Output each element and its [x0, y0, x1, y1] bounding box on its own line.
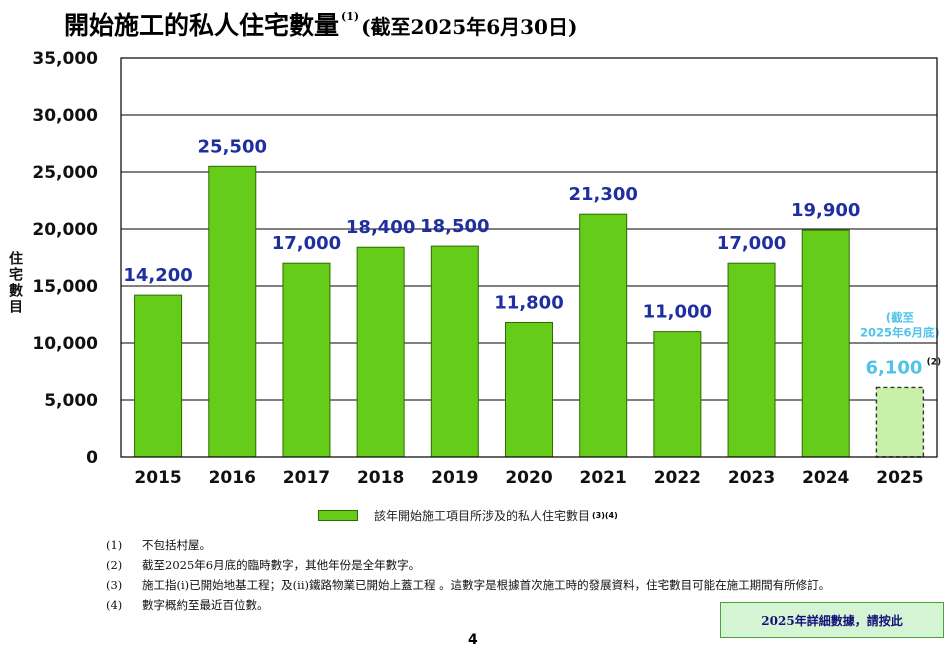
y-axis-label: 住宅數目 [9, 251, 23, 316]
footnote-text: 數字概約至最近百位數。 [142, 598, 269, 612]
x-tick-label: 2017 [283, 468, 330, 488]
x-tick-label: 2016 [209, 468, 256, 488]
bar [579, 213, 628, 458]
value-label: 11,000 [643, 302, 712, 323]
bar [134, 294, 183, 458]
y-tick-label: 20,000 [32, 220, 98, 240]
footnote: (4) 數字概約至最近百位數。 [106, 595, 830, 615]
value-label: 18,400 [346, 217, 415, 238]
bar-chart: 0 5,000 10,000 15,000 20,000 25,000 30,000 35,0… [9, 49, 941, 488]
y-tick-label: 25,000 [32, 163, 98, 183]
x-tick-label: 2015 [134, 468, 181, 488]
footnote-number: (1) [106, 538, 123, 552]
bar [653, 331, 702, 458]
bars [134, 165, 925, 458]
y-tick-label: 0 [86, 448, 98, 468]
y-axis-label-char: 住 [9, 251, 23, 268]
provisional-note: 2025年6月底) [860, 325, 940, 339]
provisional-note: (截至 [886, 310, 915, 324]
legend-label: 該年開始施工項目所涉及的私人住宅數目 [374, 508, 591, 523]
bar [356, 246, 405, 458]
detailed-data-link-label: 2025年詳細數據，請按此 [761, 613, 903, 628]
y-axis-label-char: 數 [9, 283, 23, 300]
bar [282, 262, 331, 458]
footnotes: (1) 不包括村屋。 (2) 截至2025年6月底的臨時數字，其他年份是全年數字。 … [106, 535, 830, 615]
y-tick-label: 15,000 [32, 277, 98, 297]
chart-title: 開始施工的私人住宅數量 (1) (截至2025年6月30日) [64, 6, 578, 40]
x-tick-label: 2019 [431, 468, 478, 488]
bar [801, 229, 850, 458]
detailed-data-link-button[interactable]: 2025年詳細數據，請按此 [720, 602, 944, 638]
value-label: 19,900 [791, 200, 860, 221]
x-tick-label: 2024 [802, 468, 849, 488]
footnote-text: 施工指(i)已開始地基工程；及(ii)鐵路物業已開始上蓋工程 。這數字是根據首次… [142, 578, 831, 592]
footnote: (1) 不包括村屋。 [106, 535, 830, 555]
footnote: (2) 截至2025年6月底的臨時數字，其他年份是全年數字。 [106, 555, 830, 575]
x-tick-label: 2018 [357, 468, 404, 488]
footnote-number: (2) [106, 558, 123, 572]
value-label: 17,000 [272, 233, 341, 254]
footnote-text: 不包括村屋。 [142, 538, 211, 552]
x-axis-ticks: 2015 2016 2017 2018 2019 2020 2021 2022 2023 2024… [134, 468, 923, 488]
value-label: 11,800 [494, 292, 563, 313]
y-tick-label: 10,000 [32, 334, 98, 354]
chart-title-date: (截至2025年6月30日) [361, 15, 578, 39]
y-tick-label: 5,000 [44, 391, 98, 411]
y-tick-label: 30,000 [32, 106, 98, 126]
x-tick-label: 2021 [580, 468, 627, 488]
page-number: 4 [468, 632, 478, 648]
value-label-footnote-ref: (2) [927, 357, 942, 367]
footnote-text: 截至2025年6月底的臨時數字，其他年份是全年數字。 [142, 558, 421, 572]
y-tick-label: 35,000 [32, 49, 98, 69]
x-tick-label: 2025 [876, 468, 923, 488]
value-label: 17,000 [717, 233, 786, 254]
bar-provisional [875, 386, 925, 458]
y-axis-ticks: 0 5,000 10,000 15,000 20,000 25,000 30,000 35,0… [32, 49, 98, 468]
bar [727, 262, 776, 458]
y-axis-label-char: 目 [9, 300, 23, 316]
chart-title-main: 開始施工的私人住宅數量 [64, 11, 340, 40]
value-label: 25,500 [198, 136, 267, 157]
legend-footnote-ref: (3)(4) [592, 510, 618, 520]
x-tick-label: 2020 [505, 468, 552, 488]
footnote-number: (3) [106, 578, 123, 592]
x-tick-label: 2023 [728, 468, 775, 488]
value-label: 14,200 [123, 265, 192, 286]
bar [430, 245, 479, 458]
chart-title-footnote-ref: (1) [341, 10, 360, 23]
x-tick-label: 2022 [654, 468, 701, 488]
bar [505, 321, 553, 458]
bar [208, 165, 257, 458]
footnote: (3) 施工指(i)已開始地基工程；及(ii)鐵路物業已開始上蓋工程 。這數字是根… [106, 575, 830, 595]
y-axis-label-char: 宅 [9, 267, 23, 284]
legend-swatch [318, 509, 358, 521]
value-label: 6,100 [865, 357, 922, 378]
footnote-number: (4) [106, 598, 123, 612]
legend: 該年開始施工項目所涉及的私人住宅數目 (3)(4) [318, 506, 618, 524]
value-label: 18,500 [420, 216, 489, 237]
value-label: 21,300 [568, 184, 637, 205]
plot-frame [120, 57, 938, 458]
